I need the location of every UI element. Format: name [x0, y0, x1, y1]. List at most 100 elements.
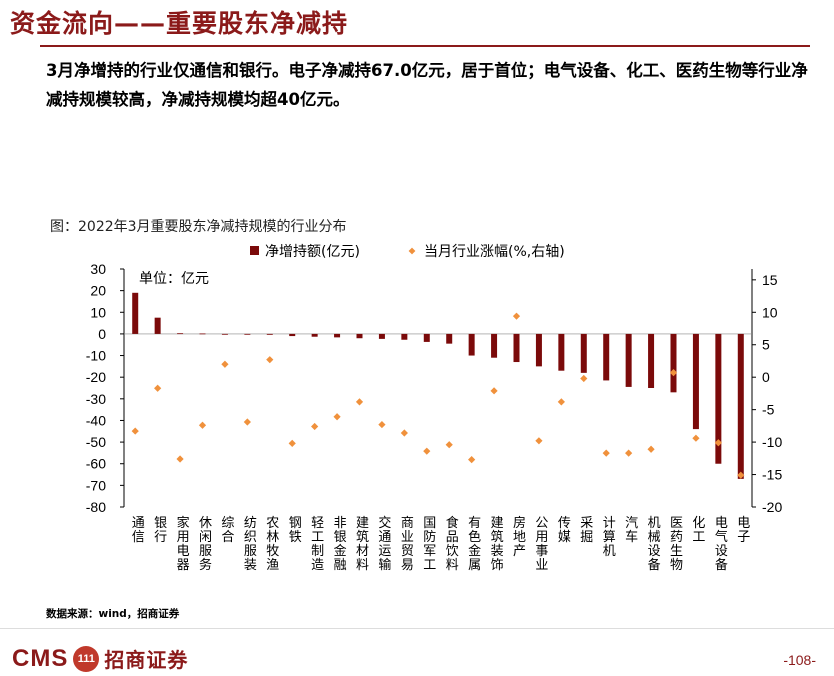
left-tick-label: -70 — [86, 477, 106, 493]
company-logo: CMS 111 招商证券 — [12, 644, 188, 673]
logo-badge-icon: 111 — [73, 645, 100, 672]
summary-text: 3月净增持的行业仅通信和银行。电子净减持67.0亿元，居于首位；电气设备、化工、… — [46, 61, 808, 109]
bar-商业贸易 — [401, 333, 408, 340]
dot-汽车 — [625, 449, 633, 457]
category-label-农林牧渔: 农林牧渔 — [266, 516, 279, 573]
bar-化工 — [692, 333, 699, 430]
category-label-纺织服装: 纺织服装 — [244, 516, 257, 573]
page-title: 资金流向——重要股东净减持 — [10, 9, 349, 38]
page-number: -108- — [783, 652, 816, 668]
bar-综合 — [221, 333, 228, 335]
left-tick-label: -30 — [86, 391, 106, 407]
bar-电子 — [737, 333, 744, 479]
logo-cms-text: CMS — [12, 644, 69, 672]
dot-医药生物 — [669, 369, 678, 377]
footer-divider — [0, 628, 834, 629]
right-tick-label: -15 — [762, 467, 782, 483]
legend-dot-swatch — [408, 247, 416, 255]
dot-有色金属 — [468, 456, 476, 464]
dot-纺织服装 — [243, 418, 251, 426]
category-label-建筑装饰: 建筑装饰 — [491, 516, 504, 573]
dot-采掘 — [580, 374, 588, 383]
category-label-商业贸易: 商业贸易 — [401, 516, 414, 573]
bar-纺织服装 — [244, 333, 251, 335]
dot-建筑材料 — [355, 398, 364, 406]
bar-建筑装饰 — [491, 333, 498, 358]
right-tick-label: 5 — [762, 337, 770, 353]
bar-房地产 — [513, 333, 520, 363]
category-label-银行: 银行 — [154, 516, 167, 545]
right-tick-label: -5 — [762, 402, 775, 418]
dot-商业贸易 — [400, 429, 408, 437]
dot-休闲服务 — [198, 421, 207, 429]
category-label-钢铁: 钢铁 — [289, 516, 302, 545]
legend-bar-label: 净增持额(亿元) — [265, 244, 360, 260]
dot-农林牧渔 — [266, 356, 274, 364]
category-label-有色金属: 有色金属 — [468, 516, 481, 573]
category-label-食品饮料: 食品饮料 — [446, 515, 459, 573]
category-label-家用电器: 家用电器 — [177, 515, 190, 573]
legend-bar-swatch — [250, 246, 259, 255]
dot-综合 — [221, 360, 229, 368]
dot-建筑装饰 — [490, 387, 498, 395]
bar-农林牧渔 — [266, 333, 273, 335]
logo-cn-text: 招商证券 — [104, 648, 189, 672]
legend-dot-label: 当月行业涨幅(%,右轴) — [424, 244, 565, 260]
dot-传媒 — [557, 398, 565, 406]
bar-传媒 — [558, 333, 565, 371]
dot-钢铁 — [288, 439, 296, 447]
bar-家用电器 — [177, 333, 184, 335]
category-label-房地产: 房地产 — [513, 515, 526, 559]
bar-采掘 — [580, 333, 587, 373]
left-tick-label: 10 — [90, 304, 106, 320]
bar-公用事业 — [535, 333, 542, 367]
left-tick-label: 30 — [90, 261, 106, 277]
category-label-综合: 综合 — [221, 516, 234, 545]
bar-汽车 — [625, 333, 632, 387]
bar-有色金属 — [468, 333, 475, 356]
category-label-国防军工: 国防军工 — [423, 516, 436, 573]
figure-caption: 图：2022年3月重要股东净减持规模的行业分布 — [50, 219, 347, 235]
category-label-交通运输: 交通运输 — [378, 515, 391, 573]
dot-交通运输 — [378, 420, 386, 429]
dot-非银金融 — [333, 413, 341, 421]
right-tick-label: -20 — [762, 499, 782, 515]
right-tick-label: 0 — [762, 369, 770, 385]
right-tick-label: -10 — [762, 434, 782, 450]
right-tick-label: 10 — [762, 304, 778, 320]
category-label-计算机: 计算机 — [603, 516, 616, 559]
left-tick-label: -50 — [86, 434, 106, 450]
left-tick-label: -80 — [86, 499, 106, 515]
category-label-化工: 化工 — [692, 516, 705, 545]
bar-轻工制造 — [311, 333, 318, 337]
dot-房地产 — [512, 312, 521, 320]
category-label-传媒: 传媒 — [558, 516, 571, 545]
category-label-机械设备: 机械设备 — [648, 516, 661, 573]
left-tick-label: 20 — [90, 283, 106, 299]
category-label-公用事业: 公用事业 — [535, 516, 548, 573]
bar-休闲服务 — [199, 333, 206, 335]
category-label-通信: 通信 — [132, 516, 145, 545]
bar-医药生物 — [670, 333, 677, 393]
left-tick-label: -60 — [86, 456, 106, 472]
category-label-采掘: 采掘 — [580, 516, 593, 545]
unit-label: 单位：亿元 — [139, 271, 209, 287]
dot-电子 — [737, 471, 745, 479]
dot-家用电器 — [176, 455, 184, 463]
bar-银行 — [154, 317, 161, 334]
bar-通信 — [132, 292, 139, 334]
data-source: 数据来源：wind，招商证券 — [46, 608, 180, 620]
dot-化工 — [692, 434, 700, 442]
bar-国防军工 — [423, 333, 430, 342]
left-tick-label: -40 — [86, 412, 106, 428]
dot-机械设备 — [647, 445, 655, 453]
category-label-电子: 电子 — [737, 516, 750, 545]
bar-食品饮料 — [446, 333, 453, 344]
bar-机械设备 — [648, 333, 655, 388]
dot-计算机 — [602, 449, 610, 457]
right-tick-label: 15 — [762, 272, 778, 288]
dot-公用事业 — [535, 437, 543, 445]
category-label-休闲服务: 休闲服务 — [199, 516, 212, 573]
bar-非银金融 — [334, 333, 341, 338]
bar-钢铁 — [289, 333, 296, 337]
